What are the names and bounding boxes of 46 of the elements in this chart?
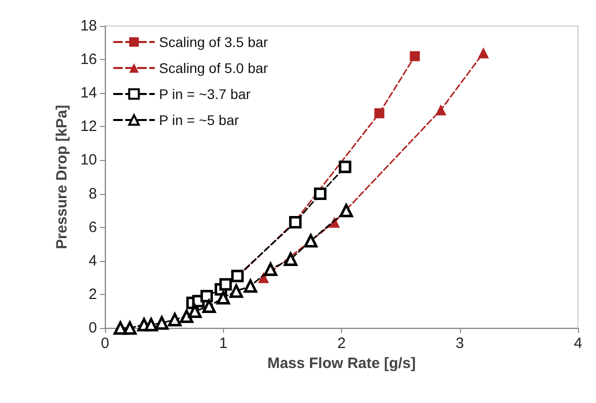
- y-tick-label: 12: [80, 118, 97, 136]
- y-tick-label: 4: [88, 252, 97, 270]
- point: [289, 216, 302, 229]
- point: [168, 312, 182, 326]
- point: [435, 104, 446, 116]
- x-tick-label: 2: [337, 335, 346, 352]
- y-tick-label: 14: [80, 84, 97, 102]
- x-tick-label: 3: [456, 335, 464, 352]
- point: [374, 108, 384, 118]
- x-tick-label: 4: [574, 335, 582, 352]
- point: [478, 47, 489, 58]
- y-tick-label: 18: [80, 18, 97, 34]
- y-tick-label: 6: [88, 218, 97, 236]
- y-tick-label: 0: [88, 320, 97, 336]
- point: [231, 270, 244, 282]
- legend-label: P in = ~3.7 bar: [159, 86, 251, 102]
- point: [188, 304, 202, 318]
- point: [264, 262, 278, 276]
- point: [304, 234, 318, 248]
- point: [155, 316, 169, 330]
- point: [339, 204, 353, 218]
- point: [338, 160, 352, 174]
- x-axis-title: Mass Flow Rate [g/s]: [267, 354, 416, 372]
- y-axis-title: Pressure Drop [kPa]: [53, 104, 70, 250]
- point: [114, 321, 128, 335]
- point: [200, 290, 213, 302]
- legend-label: P in = ~5 bar: [159, 112, 240, 128]
- point: [314, 188, 326, 200]
- point: [202, 299, 216, 313]
- x-tick-label: 1: [219, 335, 228, 352]
- point: [180, 310, 194, 324]
- y-tick-label: 2: [88, 286, 97, 303]
- x-tick-label: 0: [100, 335, 110, 352]
- point: [410, 51, 420, 62]
- legend-label: Scaling of 3.5 bar: [159, 34, 268, 50]
- point: [284, 252, 298, 266]
- point: [144, 318, 158, 332]
- point: [123, 321, 137, 335]
- y-tick-label: 8: [88, 185, 97, 202]
- y-tick-label: 16: [80, 51, 97, 68]
- point: [216, 291, 230, 305]
- point: [244, 279, 258, 293]
- point: [230, 284, 244, 298]
- point: [219, 278, 232, 291]
- y-tick-label: 10: [80, 152, 97, 169]
- legend-label: Scaling of 5.0 bar: [159, 60, 268, 76]
